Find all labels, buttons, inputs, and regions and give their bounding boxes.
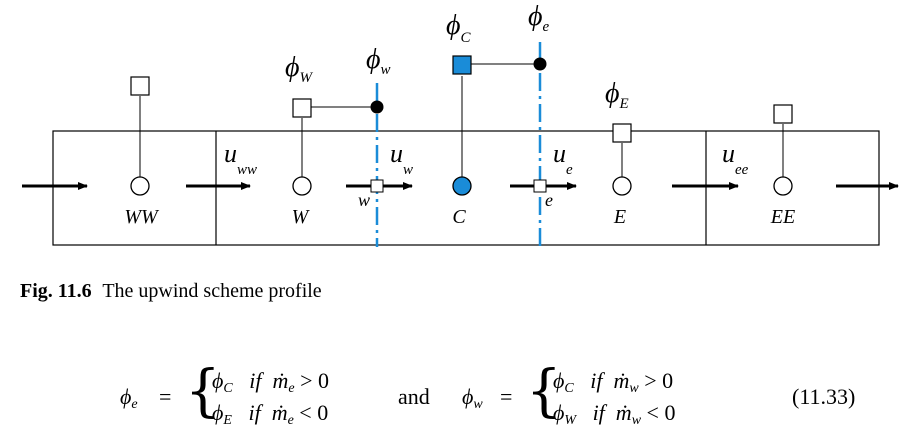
upwind-scheme-diagram: WW W C E EE w e uww uw ue uee ϕW ϕw ϕC ϕ…	[22, 1, 899, 247]
face-square-w	[370, 179, 384, 193]
eq-lhs-e: ϕe	[120, 384, 138, 412]
eq-case-w-2: ϕW if ṁw < 0	[553, 400, 676, 428]
velocity-label-e: ue	[553, 139, 573, 178]
eq-case-e-1: ϕC if ṁe > 0	[212, 368, 329, 396]
node-label-ww: WW	[124, 206, 160, 228]
eq-brace-e: {	[185, 359, 221, 424]
value-square-w	[292, 98, 312, 118]
domain-box	[52, 130, 880, 246]
node-label-w: W	[292, 206, 311, 228]
eq-case-e-2: ϕE if ṁe < 0	[212, 400, 329, 428]
value-square-e	[612, 123, 632, 143]
eq-equals-w: =	[500, 384, 513, 409]
face-value-dot-e	[533, 57, 547, 71]
node-label-e: E	[613, 206, 626, 228]
face-label-w: w	[358, 190, 370, 210]
node-ww	[130, 176, 150, 196]
face-square-e	[533, 179, 547, 193]
eq-and: and	[398, 384, 430, 409]
eq-equals-e: =	[159, 384, 172, 409]
node-e	[612, 176, 632, 196]
node-label-ee: EE	[770, 206, 795, 228]
phi-label-W: ϕW	[285, 52, 314, 86]
phi-label-C: ϕC	[446, 10, 472, 46]
figure-caption-label: Fig. 11.6	[20, 280, 92, 302]
value-square-ww	[130, 76, 150, 96]
eq-brace-w: {	[526, 359, 562, 424]
face-value-dot-w	[370, 100, 384, 114]
node-c	[452, 176, 472, 196]
value-square-ee	[773, 104, 793, 124]
velocity-label-ww: uww	[224, 139, 257, 178]
figure-caption: Fig. 11.6 The upwind scheme profile	[20, 280, 322, 303]
node-ee	[773, 176, 793, 196]
phi-label-e: ϕe	[528, 1, 550, 35]
eq-lhs-w: ϕw	[462, 384, 483, 412]
value-square-c	[452, 55, 472, 75]
velocity-label-ee: uee	[722, 139, 749, 178]
node-w	[292, 176, 312, 196]
phi-label-E: ϕE	[605, 78, 629, 112]
eq-case-w-1: ϕC if ṁw > 0	[553, 368, 674, 396]
phi-label-w: ϕw	[366, 44, 391, 78]
figure-caption-text: The upwind scheme profile	[102, 280, 322, 302]
face-label-e: e	[545, 190, 553, 210]
eq-number: (11.33)	[792, 384, 856, 409]
node-label-c: C	[452, 206, 466, 228]
equation-11-33: ϕe = { ϕC if ṁe > 0 ϕE if ṁe < 0 and ϕw …	[0, 362, 912, 432]
velocity-label-w: uw	[390, 139, 413, 178]
